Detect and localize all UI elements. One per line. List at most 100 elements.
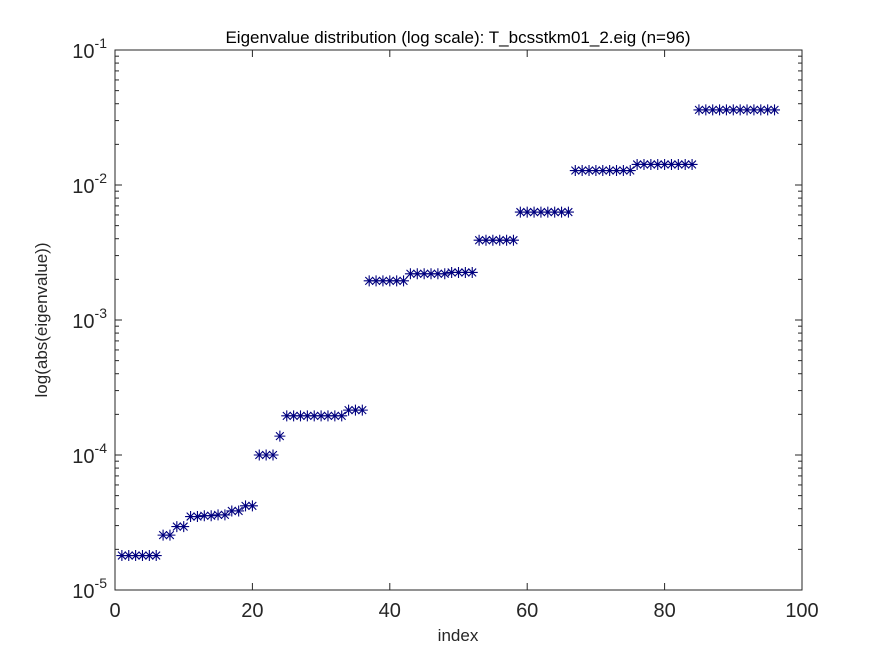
x-tick-label: 80 xyxy=(653,600,675,622)
x-tick-label: 40 xyxy=(379,600,401,622)
data-point xyxy=(164,529,176,541)
data-point xyxy=(521,206,533,218)
y-tick-base: 10 xyxy=(72,446,94,468)
data-point xyxy=(762,104,774,116)
y-tick-base: 10 xyxy=(72,41,94,63)
y-tick-label: 10-3 xyxy=(72,305,107,333)
y-tick-label: 10-2 xyxy=(72,170,107,198)
data-point xyxy=(384,275,396,287)
data-point xyxy=(439,268,451,280)
data-point xyxy=(274,430,286,442)
data-point xyxy=(665,158,677,170)
chart-title: Eigenvalue distribution (log scale): T_b… xyxy=(225,28,690,47)
data-point xyxy=(329,410,341,422)
data-point xyxy=(473,234,485,246)
data-point xyxy=(136,550,148,562)
data-point xyxy=(212,509,224,521)
y-tick-exponent: -2 xyxy=(95,170,108,186)
data-point xyxy=(267,449,279,461)
x-tick-label: 100 xyxy=(785,600,818,622)
y-axis-label: log(abs(eigenvalue)) xyxy=(32,243,51,398)
data-point xyxy=(459,266,471,278)
x-axis-label: index xyxy=(438,626,479,645)
data-point xyxy=(562,206,574,218)
data-point xyxy=(542,206,554,218)
data-point xyxy=(233,505,245,517)
data-point xyxy=(398,275,410,287)
y-tick-exponent: -1 xyxy=(95,35,108,51)
data-point xyxy=(714,104,726,116)
data-point xyxy=(494,234,506,246)
data-point xyxy=(604,165,616,177)
y-tick-base: 10 xyxy=(72,581,94,603)
data-point xyxy=(281,410,293,422)
data-point xyxy=(260,449,272,461)
data-point xyxy=(411,268,423,280)
data-point xyxy=(535,206,547,218)
data-point xyxy=(191,511,203,523)
data-point xyxy=(185,511,197,523)
data-point xyxy=(707,104,719,116)
data-point xyxy=(487,234,499,246)
axes-box xyxy=(114,49,803,591)
y-tick-base: 10 xyxy=(72,311,94,333)
data-point xyxy=(453,266,464,278)
data-point xyxy=(576,165,588,177)
data-point xyxy=(528,206,540,218)
y-tick-exponent: -3 xyxy=(95,305,108,321)
data-point xyxy=(617,165,629,177)
data-point xyxy=(404,268,416,280)
data-point xyxy=(631,158,643,170)
data-point xyxy=(116,550,128,562)
y-tick-label: 10-5 xyxy=(72,575,107,603)
data-point xyxy=(288,410,300,422)
data-point xyxy=(219,509,231,521)
data-point xyxy=(679,158,691,170)
y-tick-exponent: -4 xyxy=(95,440,108,456)
data-point xyxy=(645,158,657,170)
y-tick-label: 10-4 xyxy=(72,440,107,468)
data-point xyxy=(143,550,155,562)
x-tick-label: 20 xyxy=(241,600,263,622)
plot-area xyxy=(115,50,802,590)
data-point xyxy=(507,234,519,246)
data-point xyxy=(377,275,389,287)
data-point xyxy=(638,158,650,170)
data-point xyxy=(556,206,568,218)
data-point xyxy=(157,529,169,541)
y-tick-labels: 10-510-410-310-210-1 xyxy=(72,35,107,603)
data-point xyxy=(343,404,355,416)
data-point xyxy=(336,410,348,422)
data-point xyxy=(253,449,265,461)
data-point xyxy=(178,521,190,533)
data-point xyxy=(734,104,746,116)
data-point xyxy=(130,550,142,562)
x-tick-label: 60 xyxy=(516,600,538,622)
data-point xyxy=(466,266,478,278)
data-point xyxy=(150,550,162,562)
data-point xyxy=(501,234,513,246)
data-point xyxy=(514,206,526,218)
x-tick-label: 0 xyxy=(109,600,120,622)
data-point xyxy=(549,206,561,218)
data-point xyxy=(246,500,258,512)
data-point xyxy=(425,268,437,280)
x-tick-labels: 0 20 40 60 80 100 xyxy=(109,600,818,622)
data-point xyxy=(597,165,609,177)
data-point xyxy=(370,275,382,287)
data-point xyxy=(480,234,492,246)
data-point xyxy=(205,510,217,522)
data-point xyxy=(446,266,458,278)
data-point xyxy=(391,275,403,287)
data-point xyxy=(686,158,698,170)
data-point xyxy=(652,158,664,170)
data-point xyxy=(171,521,183,533)
data-point xyxy=(315,410,327,422)
data-point xyxy=(363,275,375,287)
data-point xyxy=(755,104,767,116)
data-point xyxy=(123,550,135,562)
data-point xyxy=(741,104,753,116)
data-point xyxy=(720,104,732,116)
